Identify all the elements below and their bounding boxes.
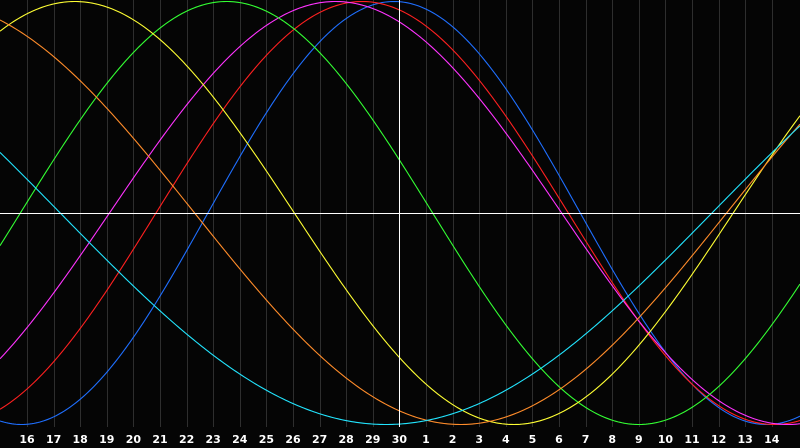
x-tick-label: 7 bbox=[582, 433, 590, 446]
x-tick-label: 25 bbox=[259, 433, 274, 446]
tick-labels: 16 17 18 19 20 21 22 23 24 25 26 27 28 29 30 1 2 3 4 5 6 7 8 9 1… bbox=[19, 433, 779, 446]
x-tick-label: 9 bbox=[635, 433, 643, 446]
x-tick-label: 6 bbox=[555, 433, 563, 446]
x-tick-label: 30 bbox=[392, 433, 408, 446]
x-tick-label: 17 bbox=[46, 433, 61, 446]
x-tick-label: 28 bbox=[339, 433, 354, 446]
axes bbox=[0, 0, 800, 427]
x-tick-label: 22 bbox=[179, 433, 194, 446]
x-tick-label: 24 bbox=[232, 433, 248, 446]
x-tick-label: 12 bbox=[711, 433, 726, 446]
x-tick-label: 27 bbox=[312, 433, 327, 446]
x-tick-label: 19 bbox=[99, 433, 114, 446]
x-tick-label: 2 bbox=[449, 433, 457, 446]
x-tick-label: 4 bbox=[502, 433, 510, 446]
x-tick-label: 14 bbox=[764, 433, 780, 446]
x-tick-label: 26 bbox=[285, 433, 301, 446]
x-tick-label: 10 bbox=[658, 433, 674, 446]
x-tick-label: 29 bbox=[365, 433, 380, 446]
x-tick-label: 21 bbox=[152, 433, 167, 446]
x-tick-label: 3 bbox=[475, 433, 483, 446]
x-tick-label: 1 bbox=[422, 433, 430, 446]
x-tick-label: 16 bbox=[19, 433, 35, 446]
x-tick-label: 18 bbox=[73, 433, 88, 446]
x-tick-label: 8 bbox=[608, 433, 616, 446]
x-tick-label: 20 bbox=[126, 433, 142, 446]
x-tick-label: 5 bbox=[529, 433, 537, 446]
x-tick-label: 13 bbox=[738, 433, 753, 446]
x-tick-label: 11 bbox=[684, 433, 699, 446]
x-tick-label: 23 bbox=[206, 433, 221, 446]
